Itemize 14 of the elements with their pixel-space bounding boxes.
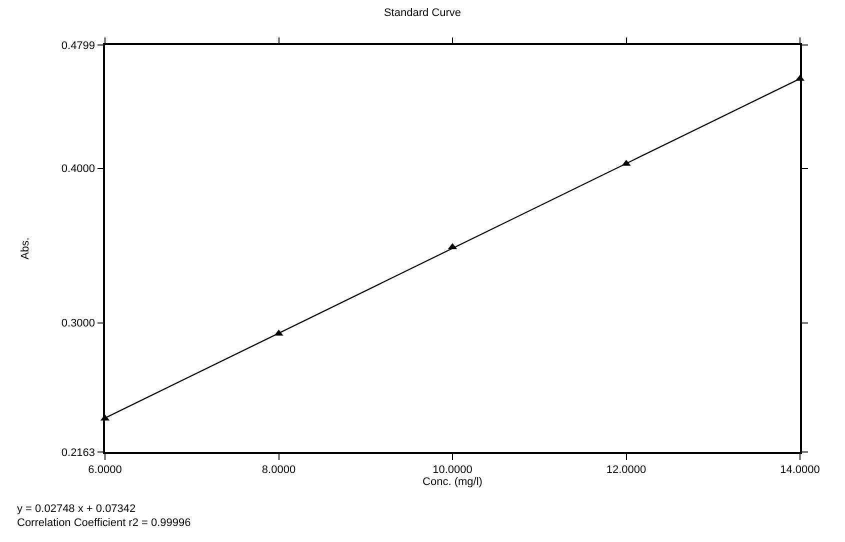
y-axis-title: Abs. xyxy=(20,237,32,260)
chart-title: Standard Curve xyxy=(384,6,462,19)
y-tick-label: 0.2163 xyxy=(61,446,96,459)
x-tick-label: 10.0000 xyxy=(432,464,472,476)
y-tick-label: 0.3000 xyxy=(61,318,96,330)
text: Correlation Coefficient r2 = 0.99996 xyxy=(17,517,191,529)
y-tick-label: 0.4799 xyxy=(61,40,96,52)
x-tick-label: 8.0000 xyxy=(262,464,296,476)
y-tick-label: 0.4000 xyxy=(61,163,96,176)
x-tick-label: 14.0000 xyxy=(780,464,820,476)
x-tick-label: 6.0000 xyxy=(88,464,122,476)
x-axis-title: Conc. (mg/l) xyxy=(422,476,482,488)
text: y = 0.02748 x + 0.07342 xyxy=(17,503,136,515)
x-tick-label: 12.0000 xyxy=(606,464,646,476)
